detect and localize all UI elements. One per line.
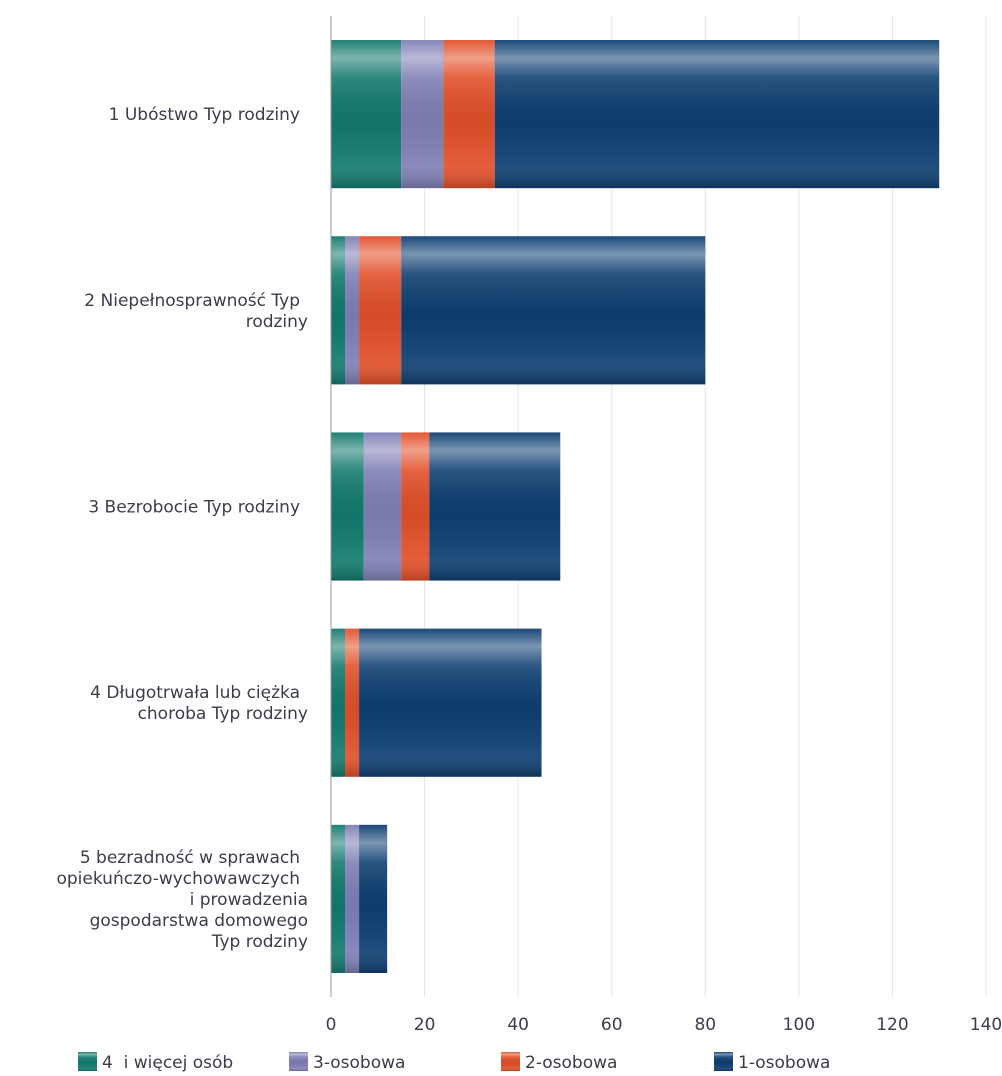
bar-gloss [494, 40, 940, 189]
category-label-line: 2 Niepełnosprawność Typ [84, 291, 300, 311]
legend-label: 2-osobowa [525, 1053, 617, 1073]
legend-swatch-gloss [289, 1052, 308, 1071]
bar-gloss [345, 628, 360, 777]
category-label-line: opiekuńczo-wychowawczych [56, 869, 300, 889]
category-label: 4 Długotrwała lub ciężka choroba Typ rodz… [90, 683, 308, 724]
category-label-line: 3 Bezrobocie Typ rodziny [88, 498, 300, 518]
legend-swatch-gloss [714, 1052, 733, 1071]
legend: 4 i więcej osób 3-osobowa 2-osobowa 1-osobo… [78, 1052, 830, 1073]
category-label: 5 bezradność w sprawach opiekuńczo-wychow… [56, 848, 308, 952]
x-tick-label: 60 [601, 1015, 623, 1035]
bar-gloss [363, 432, 402, 581]
category-label-line: Typ rodziny [211, 932, 308, 952]
category-label: 1 Ubóstwo Typ rodziny [109, 105, 300, 125]
x-axis: 0 20 40 60 80 100 120 140 [326, 16, 1002, 1035]
x-tick-label: 140 [970, 1015, 1002, 1035]
category-labels: 1 Ubóstwo Typ rodziny 2 Niepełnosprawność… [56, 105, 308, 952]
bar-gloss [401, 236, 706, 385]
legend-label: 3-osobowa [313, 1053, 405, 1073]
x-tick-label: 100 [783, 1015, 815, 1035]
bar-gloss [331, 236, 346, 385]
x-tick-label: 0 [326, 1015, 337, 1035]
bar-gloss [359, 628, 542, 777]
bar-gloss [331, 628, 346, 777]
bar-gloss [359, 824, 388, 973]
bars [331, 40, 940, 973]
category-label-line: choroba Typ rodziny [138, 704, 308, 724]
bar-gloss [359, 236, 402, 385]
bar-gloss [331, 824, 346, 973]
bar-gloss [401, 432, 430, 581]
x-tick-label: 40 [507, 1015, 529, 1035]
legend-swatch-gloss [78, 1052, 97, 1071]
x-tick-label: 80 [694, 1015, 716, 1035]
x-tick-label: 120 [876, 1015, 908, 1035]
legend-label: 4 i więcej osób [102, 1053, 233, 1073]
category-label-line: i prowadzenia [190, 890, 308, 910]
category-label: 2 Niepełnosprawność Typ rodziny [84, 291, 308, 332]
bar-gloss [331, 432, 364, 581]
category-label-line: 4 Długotrwała lub ciężka [90, 683, 300, 703]
legend-label: 1-osobowa [738, 1053, 830, 1073]
bar-gloss [401, 40, 444, 189]
bar-gloss [345, 824, 360, 973]
bar-gloss [443, 40, 495, 189]
category-label-line: gospodarstwa domowego [90, 911, 308, 931]
category-label-line: rodziny [246, 312, 308, 332]
bar-gloss [331, 40, 402, 189]
category-label: 3 Bezrobocie Typ rodziny [88, 498, 300, 518]
bar-gloss [345, 236, 360, 385]
category-label-line: 1 Ubóstwo Typ rodziny [109, 105, 300, 125]
category-label-line: 5 bezradność w sprawach [80, 848, 300, 868]
legend-swatch-gloss [501, 1052, 520, 1071]
x-tick-label: 20 [414, 1015, 436, 1035]
bar-gloss [429, 432, 561, 581]
